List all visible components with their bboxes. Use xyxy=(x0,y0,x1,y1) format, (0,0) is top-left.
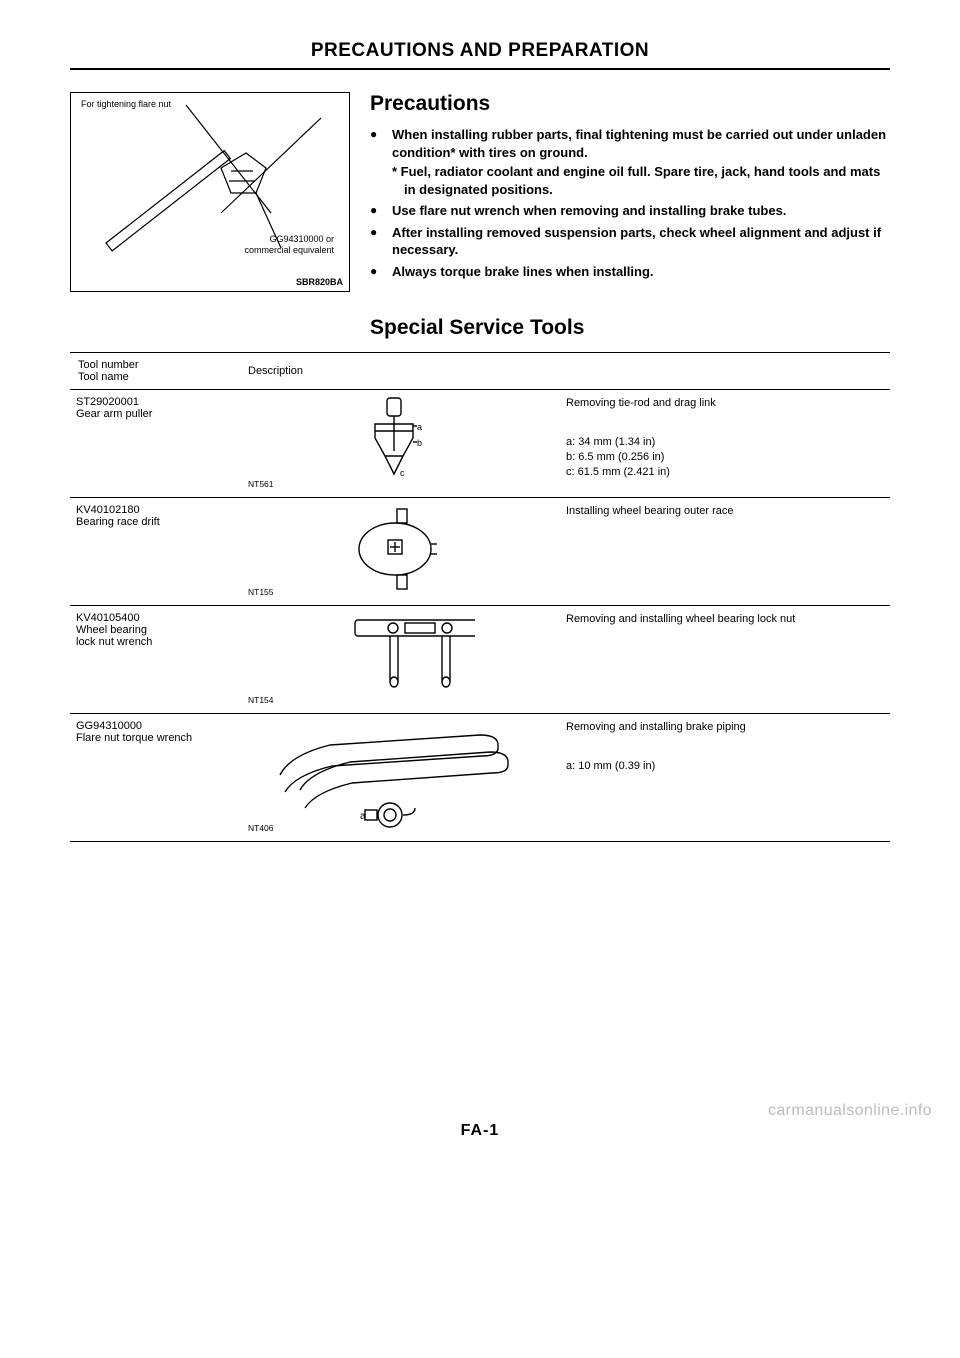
figure-tool-label: GG94310000 or commercial equivalent xyxy=(244,234,334,256)
tool-id-cell: ST29020001Gear arm puller xyxy=(70,390,240,498)
special-tools-heading: Special Service Tools xyxy=(370,316,890,340)
dimension-line: b: 6.5 mm (0.256 in) xyxy=(566,450,884,465)
tool-id-cell: GG94310000Flare nut torque wrench xyxy=(70,714,240,842)
precaution-text: When installing rubber parts, final tigh… xyxy=(392,127,886,160)
figure-tool-label-line1: GG94310000 or xyxy=(269,234,334,244)
tool-name: Flare nut torque wrench xyxy=(76,732,234,744)
flare-wrench-illustration xyxy=(71,93,351,293)
figure-top-label: For tightening flare nut xyxy=(81,99,171,109)
tool-image-cell: NT561 xyxy=(240,390,560,498)
tool-image-cell: NT155 xyxy=(240,498,560,606)
col-header-tool: Tool numberTool name xyxy=(70,353,240,390)
figure-flare-wrench: For tightening flare nut GG94310 xyxy=(70,92,350,292)
tool-name: Bearing race drift xyxy=(76,516,234,528)
precaution-item: When installing rubber parts, final tigh… xyxy=(370,126,890,198)
tool-id-cell: KV40102180Bearing race drift xyxy=(70,498,240,606)
tools-table: Tool numberTool nameDescription ST290200… xyxy=(70,352,890,842)
tool-description: Removing and installing brake piping xyxy=(566,720,884,735)
dimension-line: a: 34 mm (1.34 in) xyxy=(566,435,884,450)
precaution-item: After installing removed suspension part… xyxy=(370,224,890,259)
precautions-block: Precautions When installing rubber parts… xyxy=(370,92,890,292)
tool-name: Wheel bearing xyxy=(76,624,234,636)
tool-image-cell: NT406 xyxy=(240,714,560,842)
tool-description: Removing and installing wheel bearing lo… xyxy=(566,612,884,627)
tool-name: lock nut wrench xyxy=(76,636,234,648)
tool-id-cell: KV40105400Wheel bearinglock nut wrench xyxy=(70,606,240,714)
tool-dimensions: a: 10 mm (0.39 in) xyxy=(566,759,884,774)
tool-name: Gear arm puller xyxy=(76,408,234,420)
top-content-row: For tightening flare nut GG94310 xyxy=(70,92,890,292)
tool-illustration xyxy=(325,612,475,702)
figure-code: SBR820BA xyxy=(296,277,343,287)
tool-illustration xyxy=(270,720,530,835)
nt-code: NT155 xyxy=(248,587,274,597)
nt-code: NT561 xyxy=(248,479,274,489)
table-row: KV40102180Bearing race drift NT155 Install… xyxy=(70,498,890,606)
tool-description-cell: Installing wheel bearing outer race xyxy=(560,498,890,606)
precaution-subnote: * Fuel, radiator coolant and engine oil … xyxy=(392,163,890,198)
col-header-description: Description xyxy=(240,353,890,390)
nt-code: NT154 xyxy=(248,695,274,705)
tool-dimensions: a: 34 mm (1.34 in)b: 6.5 mm (0.256 in)c:… xyxy=(566,435,884,480)
tool-number: KV40102180 xyxy=(76,504,234,516)
precautions-heading: Precautions xyxy=(370,92,890,116)
figure-tool-label-line2: commercial equivalent xyxy=(244,245,334,255)
tool-number: GG94310000 xyxy=(76,720,234,732)
table-row: GG94310000Flare nut torque wrench NT406 Re… xyxy=(70,714,890,842)
tool-illustration xyxy=(325,504,475,594)
table-row: ST29020001Gear arm puller NT561 Removing t… xyxy=(70,390,890,498)
tool-number: ST29020001 xyxy=(76,396,234,408)
dimension-line: a: 10 mm (0.39 in) xyxy=(566,759,884,774)
section-header: PRECAUTIONS AND PREPARATION xyxy=(70,40,890,70)
header-tool-name: Tool name xyxy=(78,371,129,383)
header-tool-number: Tool number xyxy=(78,359,139,371)
tool-image-cell: NT154 xyxy=(240,606,560,714)
table-row: KV40105400Wheel bearinglock nut wrench NT… xyxy=(70,606,890,714)
page: PRECAUTIONS AND PREPARATION For tighteni… xyxy=(0,0,960,1140)
precautions-list: When installing rubber parts, final tigh… xyxy=(370,126,890,280)
table-header-row: Tool numberTool nameDescription xyxy=(70,353,890,390)
tool-description-cell: Removing tie-rod and drag link a: 34 mm (… xyxy=(560,390,890,498)
page-number: FA-1 xyxy=(70,1122,890,1140)
watermark: carmanualsonline.info xyxy=(768,1102,932,1120)
tool-illustration xyxy=(325,396,475,486)
tool-description-cell: Removing and installing wheel bearing lo… xyxy=(560,606,890,714)
tool-number: KV40105400 xyxy=(76,612,234,624)
precaution-item: Always torque brake lines when installin… xyxy=(370,263,890,281)
precaution-item: Use flare nut wrench when removing and i… xyxy=(370,202,890,220)
tool-description: Removing tie-rod and drag link xyxy=(566,396,884,411)
dimension-line: c: 61.5 mm (2.421 in) xyxy=(566,465,884,480)
nt-code: NT406 xyxy=(248,823,274,833)
tool-description-cell: Removing and installing brake piping a: 1… xyxy=(560,714,890,842)
tool-description: Installing wheel bearing outer race xyxy=(566,504,884,519)
